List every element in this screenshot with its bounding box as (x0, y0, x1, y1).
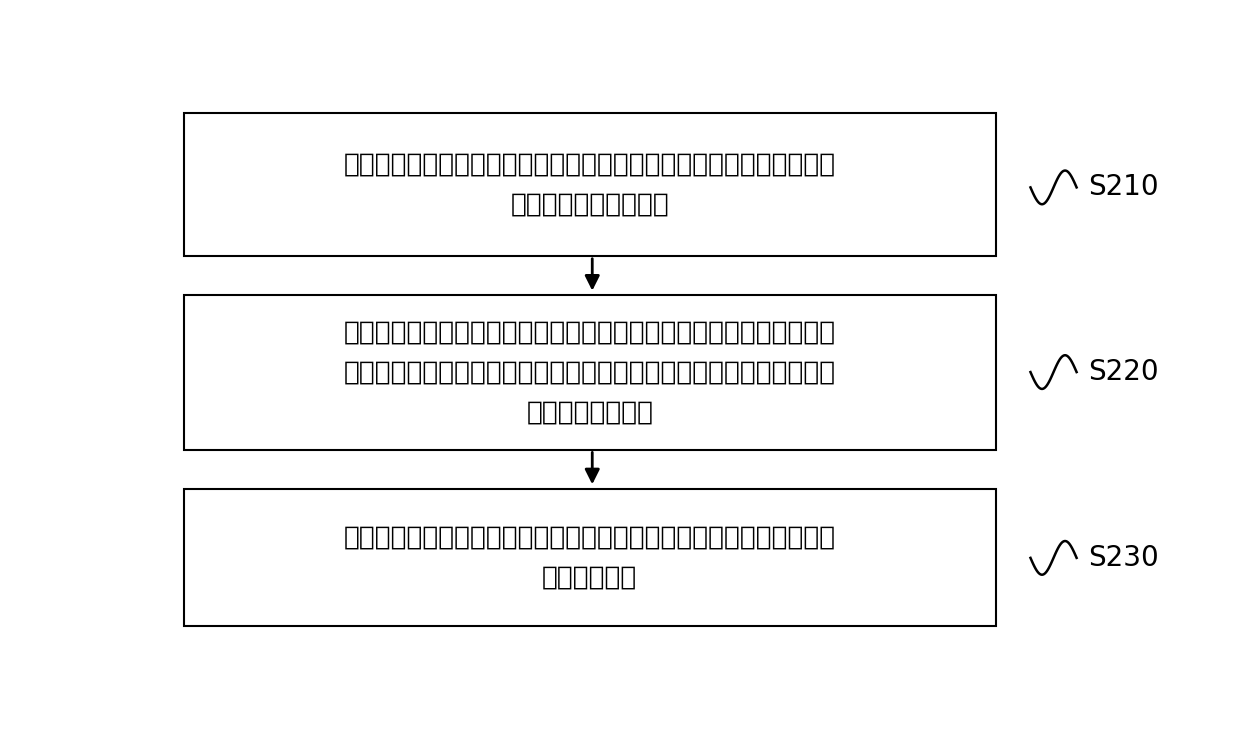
Text: S210: S210 (1089, 174, 1158, 201)
Text: 若确定用户的常用柜机中无可用格口，则从其他柜机中选择目标柜机，
以存放用户的待取包裹: 若确定用户的常用柜机中无可用格口，则从其他柜机中选择目标柜机， 以存放用户的待取… (343, 152, 836, 217)
Text: S230: S230 (1089, 544, 1159, 572)
Bar (184, 113, 996, 256)
Text: 若确定用户走错柜机，则获取并控制当前柜机以可视化方式显示目标柜
机的预置图片: 若确定用户走错柜机，则获取并控制当前柜机以可视化方式显示目标柜 机的预置图片 (343, 525, 836, 590)
Bar (184, 489, 996, 626)
Bar (184, 295, 996, 450)
Text: 依据用户的待取包裹信息，向用户的终端设备发送包括取件密码和柜机
链接地址的取件信息，以使用户依据柜机链接地址和取件密码从目标柜
机中获取待取包裹: 依据用户的待取包裹信息，向用户的终端设备发送包括取件密码和柜机 链接地址的取件信… (343, 319, 836, 425)
Text: S220: S220 (1089, 358, 1158, 386)
